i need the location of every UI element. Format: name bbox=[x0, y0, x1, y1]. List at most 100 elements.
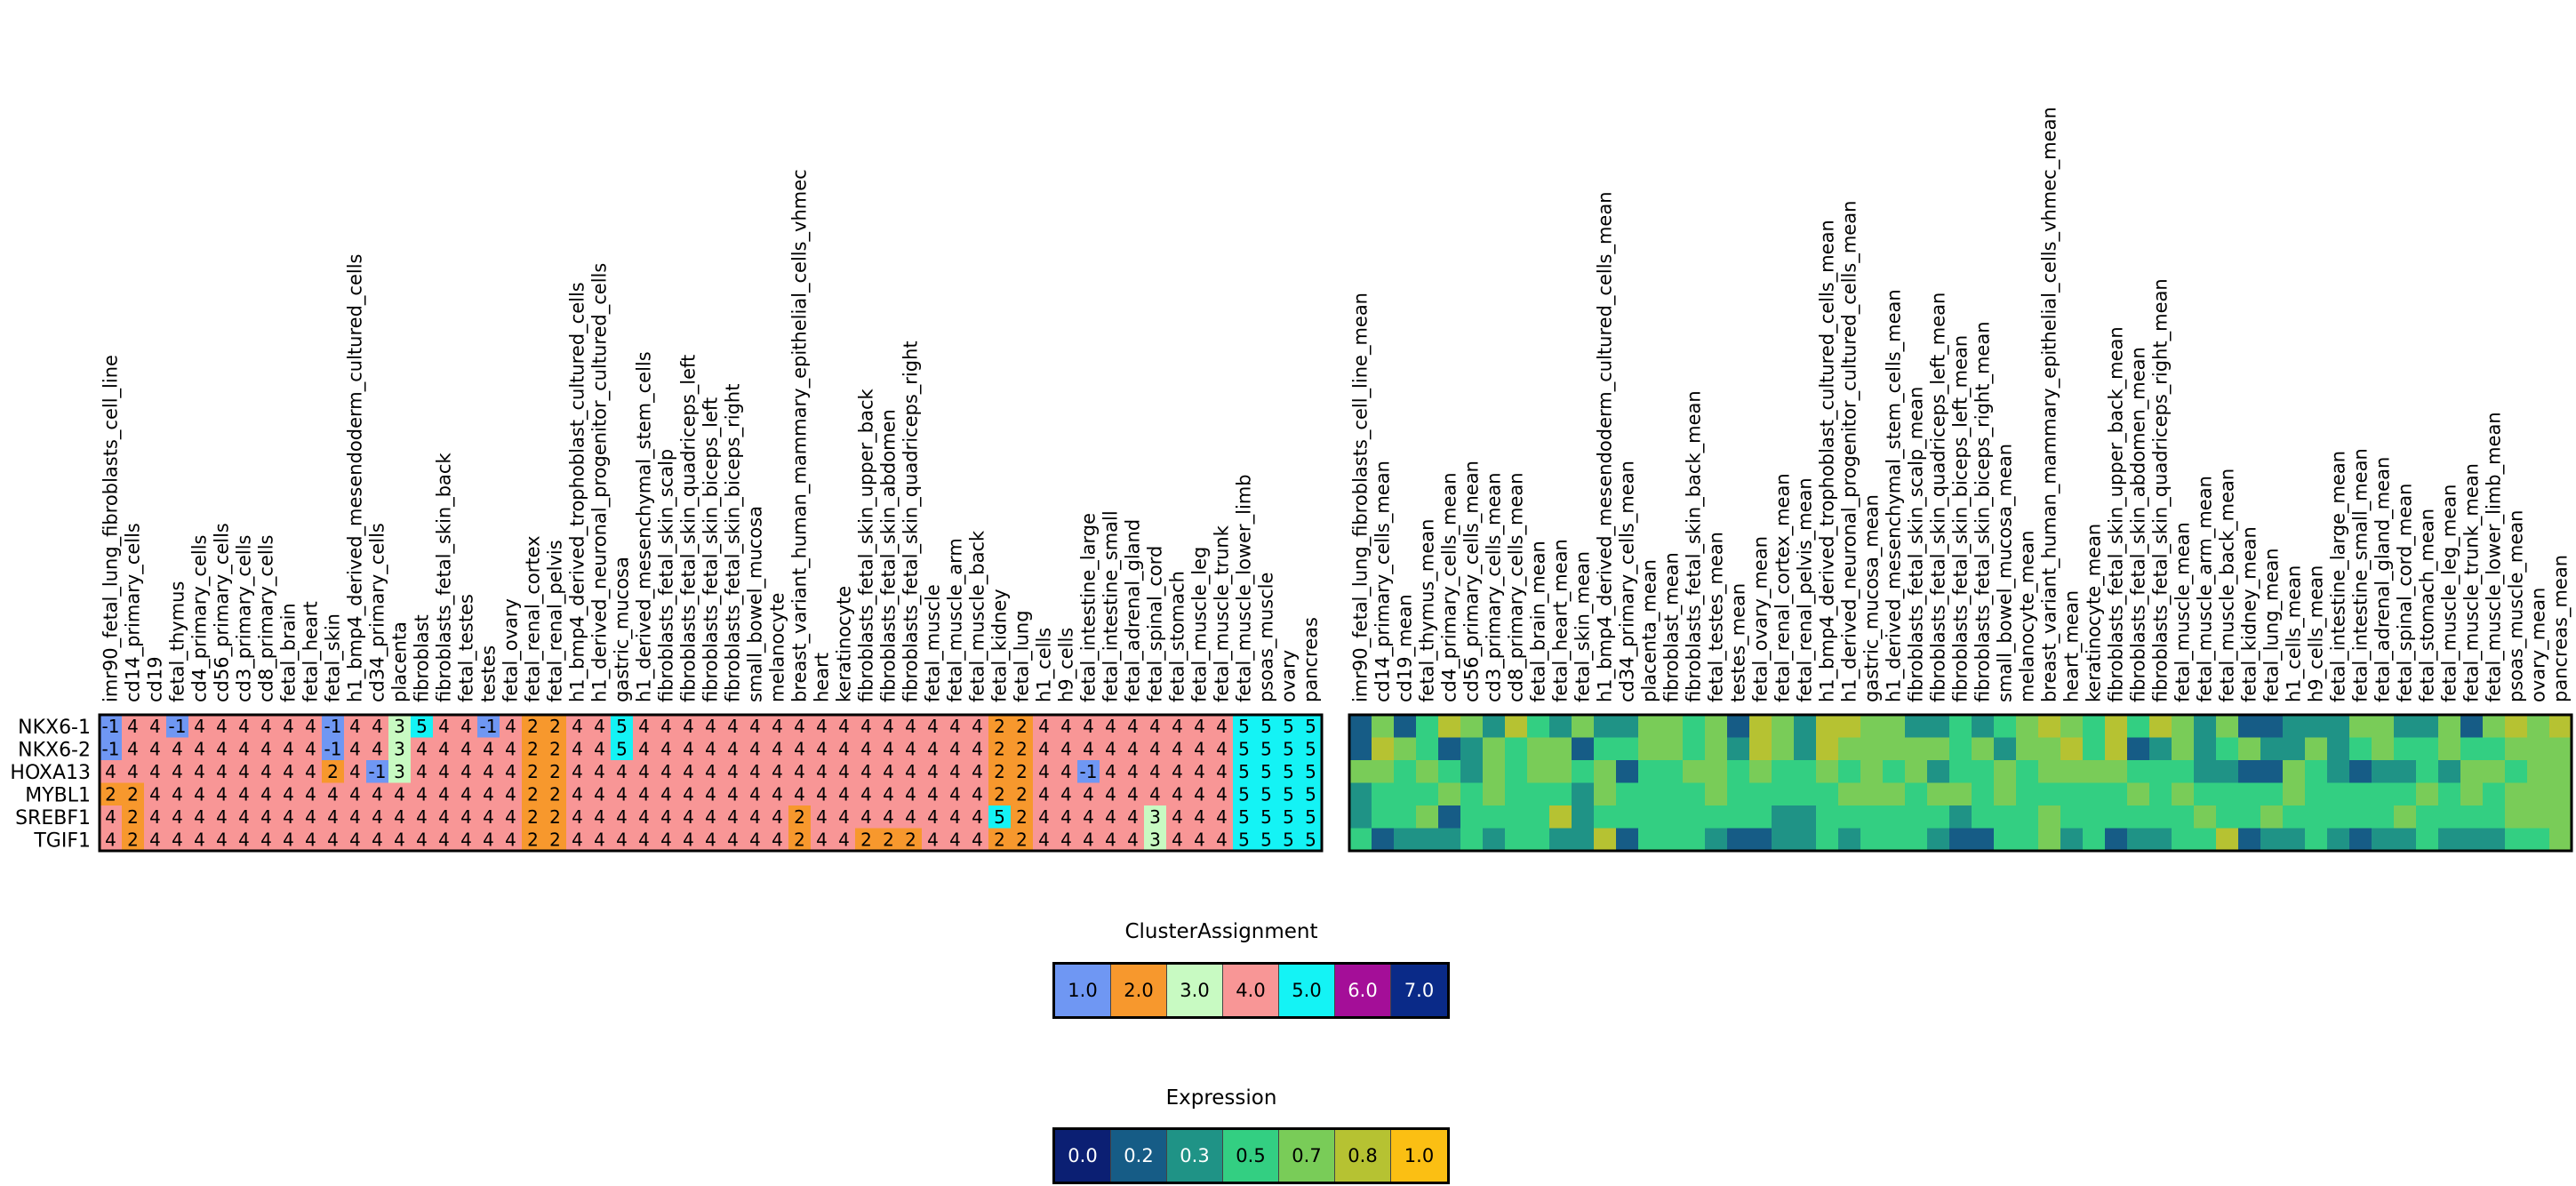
heatmap-cell bbox=[433, 782, 456, 806]
heatmap-cell bbox=[366, 737, 389, 761]
heatmap-cell bbox=[900, 782, 923, 806]
column-label: fetal_thymus_mean bbox=[1417, 519, 1439, 702]
cell-value-label: 4 bbox=[594, 738, 605, 759]
heatmap-cell bbox=[1927, 782, 1950, 806]
heatmap-cell bbox=[2305, 715, 2328, 738]
heatmap-cell bbox=[188, 760, 212, 783]
heatmap-cell bbox=[566, 737, 589, 761]
heatmap-cell bbox=[722, 715, 745, 738]
heatmap-cell bbox=[1683, 760, 1706, 783]
heatmap-cell bbox=[1705, 782, 1728, 806]
heatmap-cell bbox=[944, 737, 967, 761]
heatmap-cell bbox=[1188, 737, 1212, 761]
heatmap-cell bbox=[1860, 828, 1884, 852]
column-label: fibroblasts_fetal_skin_back bbox=[434, 453, 456, 702]
heatmap-cell bbox=[411, 737, 434, 761]
heatmap-cell bbox=[1660, 805, 1684, 829]
column-label: fetal_skin bbox=[323, 613, 345, 702]
heatmap-cell bbox=[1772, 760, 1795, 783]
legend-swatch: 5.0 bbox=[1279, 965, 1335, 1016]
heatmap-cell bbox=[1638, 760, 1661, 783]
heatmap-cell bbox=[611, 805, 634, 829]
cell-value-label: -1 bbox=[324, 738, 342, 759]
heatmap-cell bbox=[2394, 760, 2417, 783]
column-label: h1_derived_mesenchymal_stem_cells_mean bbox=[1884, 289, 1906, 702]
cell-value-label: 2 bbox=[994, 829, 1005, 850]
cell-value-label: 4 bbox=[149, 806, 161, 828]
heatmap-cell bbox=[1616, 828, 1639, 852]
heatmap-cell bbox=[2194, 782, 2217, 806]
cell-value-label: 4 bbox=[216, 806, 228, 828]
heatmap-cell bbox=[2238, 782, 2261, 806]
column-label: h1_derived_mesenchymal_stem_cells bbox=[634, 351, 656, 702]
heatmap-cell bbox=[1838, 760, 1861, 783]
heatmap-cell bbox=[1927, 760, 1950, 783]
heatmap-cell bbox=[344, 805, 367, 829]
heatmap-cell bbox=[833, 782, 856, 806]
heatmap-cell bbox=[722, 760, 745, 783]
heatmap-cell bbox=[2372, 715, 2395, 738]
heatmap-cell bbox=[1816, 782, 1839, 806]
heatmap-cell bbox=[1394, 805, 1417, 829]
heatmap-cell bbox=[1438, 805, 1461, 829]
cell-value-label: 5 bbox=[1238, 806, 1250, 828]
heatmap-cell bbox=[2327, 828, 2350, 852]
column-label: fibroblasts_fetal_skin_biceps_right bbox=[723, 384, 745, 702]
heatmap-cell bbox=[1055, 715, 1078, 738]
heatmap-cell bbox=[122, 782, 145, 806]
heatmap-cell bbox=[722, 737, 745, 761]
cell-value-label: 2 bbox=[794, 806, 805, 828]
cell-value-label: 4 bbox=[594, 783, 605, 805]
heatmap-cell bbox=[655, 715, 678, 738]
heatmap-cell bbox=[922, 760, 945, 783]
cell-value-label: 2 bbox=[1016, 783, 1028, 805]
cell-value-label: 2 bbox=[549, 829, 561, 850]
heatmap-cell bbox=[1972, 737, 1995, 761]
heatmap-cell bbox=[922, 805, 945, 829]
legend-swatch: 3.0 bbox=[1167, 965, 1223, 1016]
cell-value-label: 4 bbox=[1105, 829, 1116, 850]
heatmap-cell bbox=[1372, 782, 1395, 806]
cell-value-label: 4 bbox=[927, 783, 939, 805]
heatmap-cell bbox=[566, 715, 589, 738]
heatmap-cell bbox=[1816, 828, 1839, 852]
heatmap-cell bbox=[388, 828, 412, 852]
cell-value-label: 4 bbox=[772, 716, 783, 737]
row-label: SREBF1 bbox=[15, 807, 91, 829]
heatmap-cell bbox=[1794, 828, 1817, 852]
heatmap-cell bbox=[1660, 737, 1684, 761]
column-label: fetal_renal_pelvis_mean bbox=[1795, 477, 1817, 702]
column-label: fetal_spinal_cord bbox=[1145, 546, 1167, 702]
heatmap-cell bbox=[2260, 782, 2284, 806]
column-label: placenta_mean bbox=[1639, 559, 1661, 702]
cell-value-label: 4 bbox=[749, 783, 761, 805]
column-label: testes bbox=[478, 645, 500, 702]
cell-value-label: 4 bbox=[683, 738, 694, 759]
heatmap-cell bbox=[455, 737, 478, 761]
heatmap-cell bbox=[1883, 782, 1906, 806]
column-label: h1_cells bbox=[1034, 628, 1056, 702]
heatmap-cell bbox=[522, 782, 545, 806]
heatmap-cell bbox=[2305, 737, 2328, 761]
cluster-legend: 1.0 2.0 3.0 4.0 5.0 6.0 7.0 bbox=[1052, 962, 1450, 1019]
column-label: fetal_ovary_mean bbox=[1750, 536, 1772, 702]
heatmap-cell bbox=[1927, 828, 1950, 852]
cell-value-label: 4 bbox=[860, 716, 872, 737]
heatmap-frame bbox=[98, 713, 1324, 853]
heatmap-cell bbox=[122, 737, 145, 761]
cell-value-label: 4 bbox=[749, 806, 761, 828]
heatmap-cell bbox=[1505, 715, 1528, 738]
heatmap-cell bbox=[1483, 782, 1506, 806]
cell-value-label: 4 bbox=[594, 716, 605, 737]
heatmap-cell bbox=[2105, 715, 2128, 738]
cell-value-label: 4 bbox=[927, 716, 939, 737]
heatmap-cell bbox=[1994, 805, 2017, 829]
heatmap-cell bbox=[1905, 805, 1928, 829]
heatmap-cell bbox=[1527, 715, 1550, 738]
column-label: melanocyte_mean bbox=[2017, 531, 2039, 702]
heatmap-cell bbox=[1638, 715, 1661, 738]
cell-value-label: 4 bbox=[260, 806, 272, 828]
column-label: fetal_lung_mean bbox=[2261, 548, 2284, 702]
column-label: fetal_renal_cortex bbox=[523, 535, 545, 702]
cell-value-label: 4 bbox=[816, 761, 828, 782]
